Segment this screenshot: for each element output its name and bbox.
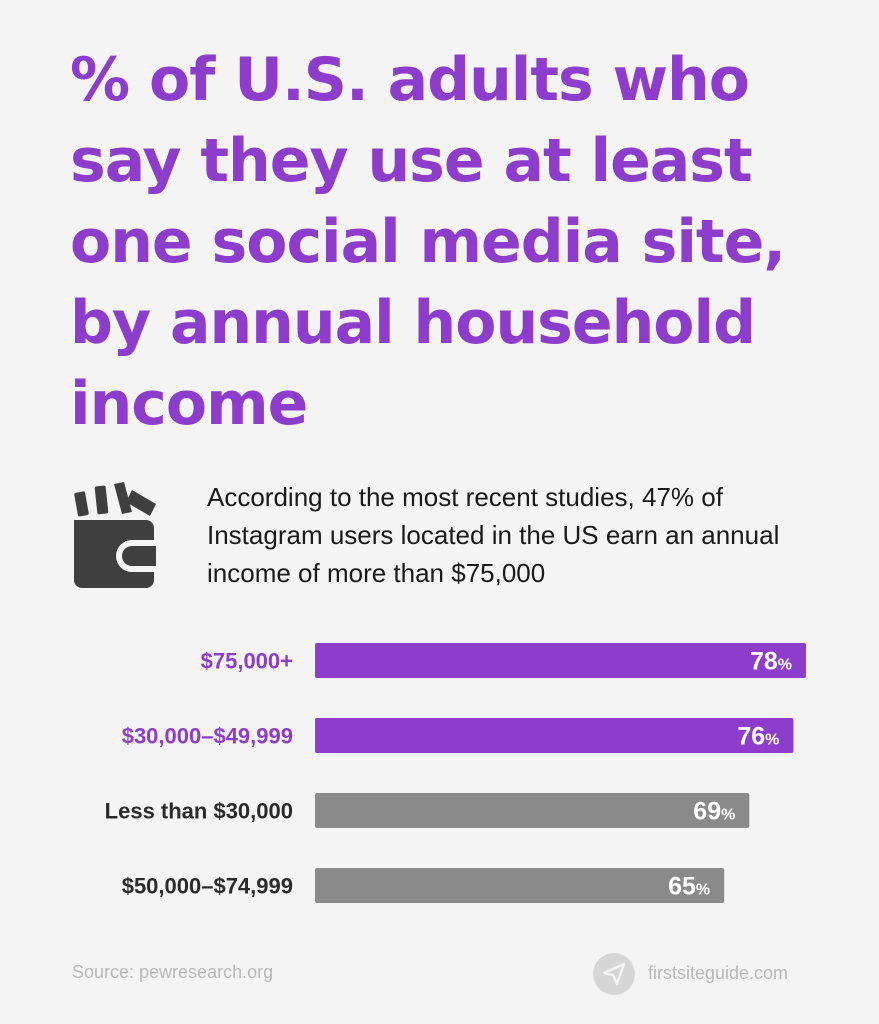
bar bbox=[315, 868, 725, 903]
category-label: $75,000+ bbox=[201, 649, 293, 674]
category-label: Less than $30,000 bbox=[105, 799, 293, 824]
value-label: 78% bbox=[750, 648, 792, 676]
bar bbox=[315, 718, 794, 753]
source-text: Source: pewresearch.org bbox=[72, 962, 274, 982]
bar bbox=[315, 643, 806, 678]
category-label: $30,000–$49,999 bbox=[122, 724, 293, 749]
paper-plane-icon bbox=[593, 953, 635, 995]
intro-text: According to the most recent studies, 47… bbox=[207, 482, 780, 588]
value-label: 76% bbox=[737, 723, 779, 751]
brand-text: firstsiteguide.com bbox=[648, 963, 789, 983]
intro-section: According to the most recent studies, 47… bbox=[70, 478, 830, 598]
chart-title: % of U.S. adults who say they use at lea… bbox=[70, 45, 786, 439]
wallet-icon bbox=[74, 482, 156, 588]
value-label: 69% bbox=[693, 798, 735, 826]
bar bbox=[315, 793, 750, 828]
bar-chart: $75,000+ 78% $30,000–$49,999 76% Less than $… bbox=[0, 630, 879, 930]
bar-chart-svg: $75,000+ 78% $30,000–$49,999 76% Less than $… bbox=[105, 643, 806, 903]
category-label: $50,000–$74,999 bbox=[122, 874, 293, 899]
value-label: 65% bbox=[668, 873, 710, 901]
